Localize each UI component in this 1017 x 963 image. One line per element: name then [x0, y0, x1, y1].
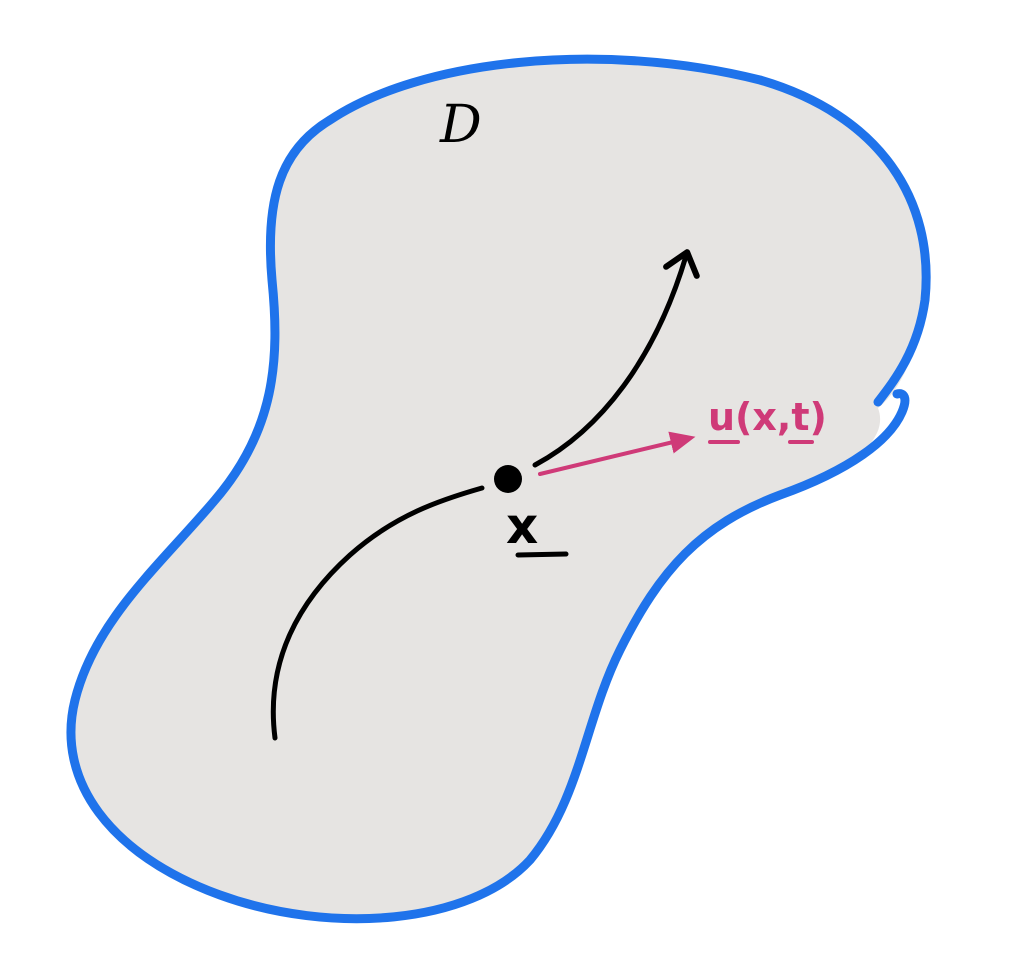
- trajectory-curve-outgoing: [532, 249, 700, 468]
- point-label-underline: [515, 551, 569, 558]
- point-label: x: [506, 497, 538, 555]
- domain-boundary: [66, 54, 931, 924]
- velocity-arrow: [538, 431, 696, 476]
- trajectory-curve-incoming: [270, 485, 485, 741]
- velocity-label: u(x,t): [708, 395, 827, 439]
- particle-point: [494, 465, 522, 493]
- domain-label: D: [439, 95, 482, 155]
